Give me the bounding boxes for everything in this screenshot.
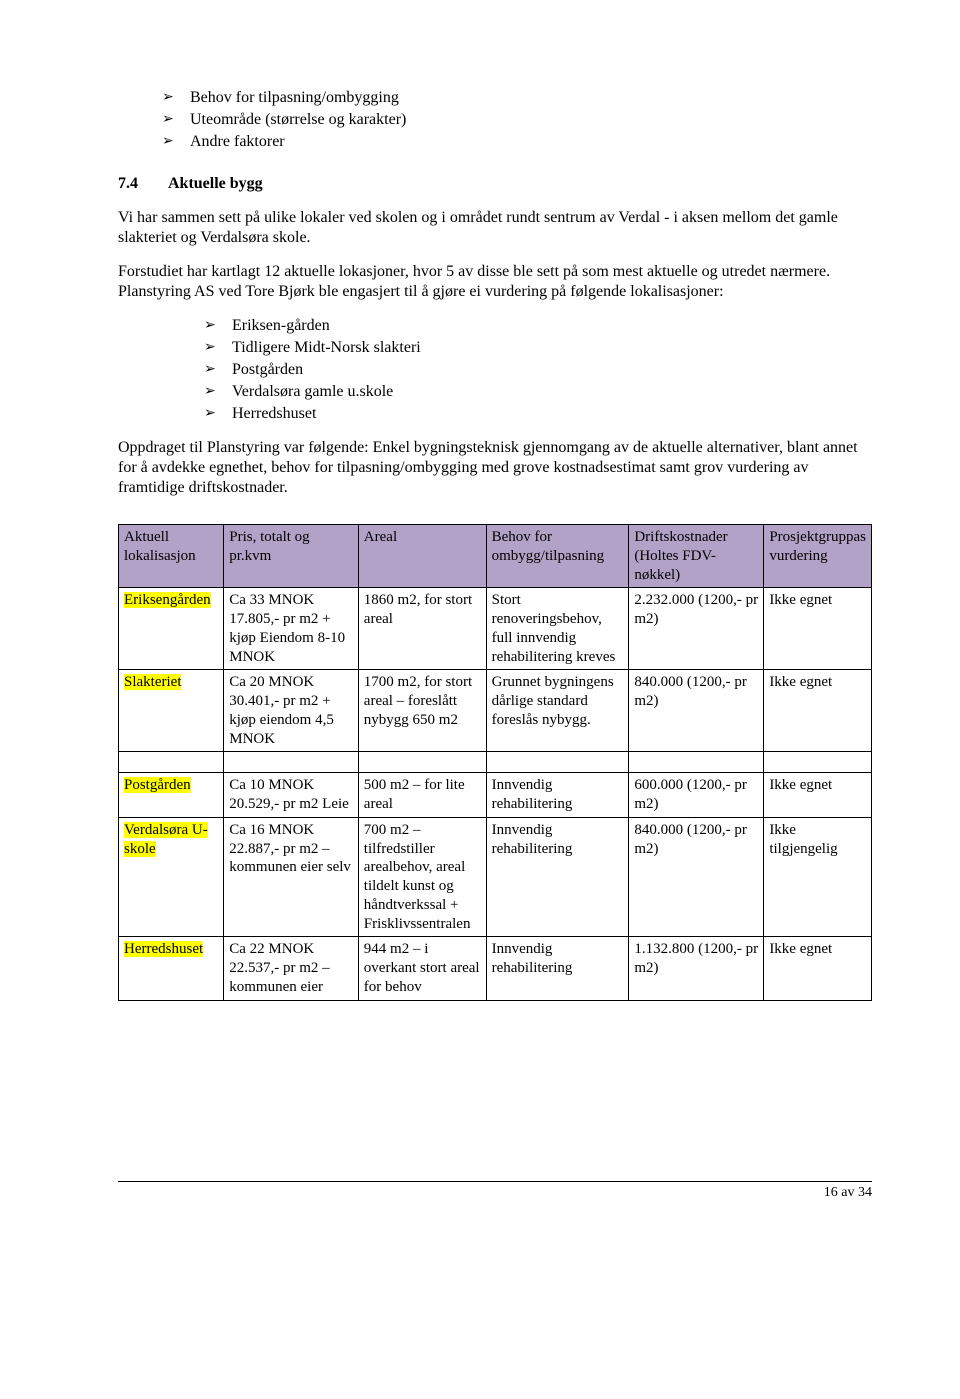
cell-drift: 840.000 (1200,- pr m2) [629,817,764,937]
list-item: ➢Verdalsøra gamle u.skole [204,382,872,402]
list-item: ➢Andre faktorer [162,132,872,152]
col-header: Pris, totalt og pr.kvm [224,525,359,588]
page-footer: 16 av 34 [118,1181,872,1202]
col-header: Driftskostnader (Holtes FDV-nøkkel) [629,525,764,588]
col-header: Behov for ombygg/tilpasning [486,525,629,588]
bullet-text: Eriksen-gården [232,316,330,336]
cell-behov: Stort renoveringsbehov, full innvendig r… [486,588,629,670]
cell-behov: Innvendig rehabilitering [486,773,629,818]
cell-vurd: Ikke egnet [764,773,872,818]
section-heading: 7.4 Aktuelle bygg [118,174,872,194]
col-header: Prosjektgruppas vurdering [764,525,872,588]
arrow-icon: ➢ [204,382,232,402]
arrow-icon: ➢ [162,110,190,130]
table-row: Postgården Ca 10 MNOK 20.529,- pr m2 Lei… [119,773,872,818]
arrow-icon: ➢ [204,360,232,380]
col-header: Aktuell lokalisasjon [119,525,224,588]
cell-price: Ca 20 MNOK 30.401,- pr m2 + kjøp eiendom… [224,670,359,752]
cell-drift: 600.000 (1200,- pr m2) [629,773,764,818]
locations-table: Aktuell lokalisasjon Pris, totalt og pr.… [118,524,872,1001]
highlighted-text: Herredshuset [124,941,203,957]
cell-price: Ca 10 MNOK 20.529,- pr m2 Leie [224,773,359,818]
cell-vurd: Ikke egnet [764,588,872,670]
section-number: 7.4 [118,174,164,194]
bullet-text: Herredshuset [232,404,316,424]
cell-drift: 2.232.000 (1200,- pr m2) [629,588,764,670]
highlighted-text: Postgården [124,777,191,793]
section-title: Aktuelle bygg [168,175,263,192]
cell-behov: Innvendig rehabilitering [486,937,629,1000]
table-row: Eriksengården Ca 33 MNOK 17.805,- pr m2 … [119,588,872,670]
arrow-icon: ➢ [162,88,190,108]
cell-areal: 1700 m2, for stort areal – foreslått nyb… [358,670,486,752]
bullet-text: Andre faktorer [190,132,285,152]
page-number: 16 av 34 [824,1185,872,1200]
highlighted-text: Eriksengården [124,592,211,608]
cell-name: Slakteriet [119,670,224,752]
cell-price: Ca 22 MNOK 22.537,- pr m2 – kommunen eie… [224,937,359,1000]
cell-drift: 840.000 (1200,- pr m2) [629,670,764,752]
bullet-text: Uteområde (størrelse og karakter) [190,110,406,130]
cell-areal: 1860 m2, for stort areal [358,588,486,670]
cell-areal: 700 m2 – tilfredstiller arealbehov, area… [358,817,486,937]
table-row: Slakteriet Ca 20 MNOK 30.401,- pr m2 + k… [119,670,872,752]
cell-areal: 500 m2 – for lite areal [358,773,486,818]
cell-vurd: Ikke tilgjengelig [764,817,872,937]
highlighted-text: Verdalsøra U-skole [124,822,208,857]
paragraph: Forstudiet har kartlagt 12 aktuelle loka… [118,262,872,302]
cell-behov: Innvendig rehabilitering [486,817,629,937]
highlighted-text: Slakteriet [124,674,181,690]
arrow-icon: ➢ [204,316,232,336]
list-item: ➢Postgården [204,360,872,380]
list-item: ➢Uteområde (størrelse og karakter) [162,110,872,130]
cell-name: Herredshuset [119,937,224,1000]
location-bullet-list: ➢Eriksen-gården ➢Tidligere Midt-Norsk sl… [118,316,872,424]
cell-vurd: Ikke egnet [764,937,872,1000]
table-header-row: Aktuell lokalisasjon Pris, totalt og pr.… [119,525,872,588]
spacer-row [119,752,872,773]
bullet-text: Tidligere Midt-Norsk slakteri [232,338,421,358]
cell-areal: 944 m2 – i overkant stort areal for beho… [358,937,486,1000]
cell-price: Ca 33 MNOK 17.805,- pr m2 + kjøp Eiendom… [224,588,359,670]
list-item: ➢Eriksen-gården [204,316,872,336]
paragraph: Oppdraget til Planstyring var følgende: … [118,438,872,498]
cell-price: Ca 16 MNOK 22.887,- pr m2 – kommunen eie… [224,817,359,937]
cell-name: Postgården [119,773,224,818]
table-row: Verdalsøra U-skole Ca 16 MNOK 22.887,- p… [119,817,872,937]
list-item: ➢Behov for tilpasning/ombygging [162,88,872,108]
list-item: ➢Herredshuset [204,404,872,424]
cell-behov: Grunnet bygningens dårlige standard fore… [486,670,629,752]
cell-name: Verdalsøra U-skole [119,817,224,937]
arrow-icon: ➢ [204,404,232,424]
arrow-icon: ➢ [162,132,190,152]
top-bullet-list: ➢Behov for tilpasning/ombygging ➢Uteområ… [118,88,872,152]
bullet-text: Postgården [232,360,303,380]
cell-name: Eriksengården [119,588,224,670]
cell-drift: 1.132.800 (1200,- pr m2) [629,937,764,1000]
col-header: Areal [358,525,486,588]
list-item: ➢Tidligere Midt-Norsk slakteri [204,338,872,358]
table-row: Herredshuset Ca 22 MNOK 22.537,- pr m2 –… [119,937,872,1000]
cell-vurd: Ikke egnet [764,670,872,752]
paragraph: Vi har sammen sett på ulike lokaler ved … [118,208,872,248]
bullet-text: Verdalsøra gamle u.skole [232,382,393,402]
bullet-text: Behov for tilpasning/ombygging [190,88,399,108]
arrow-icon: ➢ [204,338,232,358]
